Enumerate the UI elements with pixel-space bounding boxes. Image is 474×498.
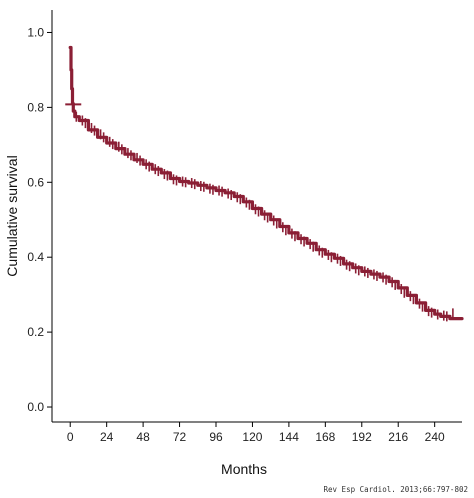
series-layer — [68, 45, 464, 321]
y-tick-label: 1.0 — [27, 25, 44, 39]
x-tick-label: 120 — [242, 430, 262, 444]
y-tick-label: 0.6 — [27, 175, 44, 189]
survival-curve — [68, 45, 464, 321]
x-tick-label: 0 — [67, 430, 74, 444]
x-ticks: 0 24 48 72 96 120 144 168 192 216 240 — [67, 422, 445, 444]
x-tick-label: 48 — [136, 430, 150, 444]
x-axis-title: Months — [221, 461, 267, 477]
x-tick-label: 240 — [425, 430, 445, 444]
y-axis-title: Cumulative survival — [4, 155, 20, 276]
x-tick-label: 168 — [315, 430, 335, 444]
x-tick-label: 24 — [100, 430, 114, 444]
axes — [51, 10, 462, 423]
x-tick-label: 72 — [173, 430, 187, 444]
y-ticks: 0.0 0.2 0.4 0.6 0.8 1.0 — [27, 25, 52, 414]
x-tick-label: 96 — [209, 430, 223, 444]
y-tick-label: 0.0 — [27, 400, 44, 414]
x-tick-label: 144 — [279, 430, 299, 444]
source-citation: Rev Esp Cardiol. 2013;66:797-802 — [324, 485, 469, 494]
x-tick-label: 216 — [388, 430, 408, 444]
y-tick-label: 0.2 — [27, 325, 44, 339]
y-tick-label: 0.4 — [27, 250, 44, 264]
y-tick-label: 0.8 — [27, 100, 44, 114]
x-tick-label: 192 — [352, 430, 372, 444]
censor-marks — [65, 103, 454, 322]
